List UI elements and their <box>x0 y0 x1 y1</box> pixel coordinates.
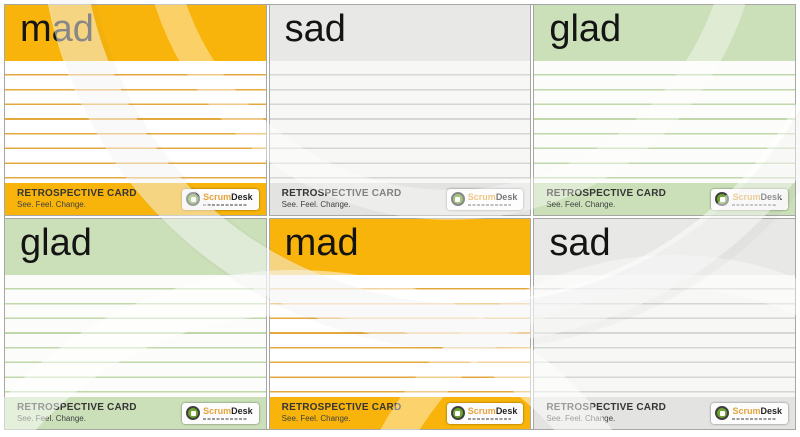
logo-text-desk: Desk <box>495 191 518 202</box>
card-footer: RETROSPECTIVE CARD See. Feel. Change. Sc… <box>5 183 266 215</box>
card-header: glad <box>534 5 795 61</box>
logo-tagline <box>467 417 512 420</box>
card-title: glad <box>20 222 92 264</box>
card-grid: mad RETROSPECTIVE CARD See. Feel. Change… <box>5 5 795 429</box>
card-ruled-area <box>534 275 795 397</box>
footer-title: RETROSPECTIVE CARD <box>281 187 402 199</box>
scrumdesk-logo-text: ScrumDesk <box>467 191 518 206</box>
scrumdesk-wordmark: ScrumDesk <box>203 405 253 416</box>
scrumdesk-logo-text: ScrumDesk <box>732 191 782 206</box>
card-ruled-area <box>534 61 795 183</box>
scrumdesk-logo: ScrumDesk <box>182 402 259 424</box>
retro-card: glad RETROSPECTIVE CARD See. Feel. Chang… <box>534 5 795 215</box>
footer-subtitle: See. Feel. Change. <box>17 200 86 210</box>
logo-text-scrum: Scrum <box>203 191 232 202</box>
scrumdesk-icon-square <box>719 410 725 416</box>
scrumdesk-wordmark: ScrumDesk <box>467 405 518 416</box>
retro-card: sad RETROSPECTIVE CARD See. Feel. Change… <box>269 5 531 215</box>
footer-title: RETROSPECTIVE CARD <box>546 401 667 413</box>
logo-text-desk: Desk <box>760 405 782 416</box>
scrumdesk-wordmark: ScrumDesk <box>732 405 782 416</box>
card-ruled-area <box>5 61 266 183</box>
footer-subtitle: See. Feel. Change. <box>281 414 351 424</box>
scrumdesk-circle-icon <box>450 192 465 206</box>
footer-subtitle: See. Feel. Change. <box>546 200 616 210</box>
card-footer-text: RETROSPECTIVE CARD See. Feel. Change. <box>546 402 666 424</box>
logo-tagline <box>732 203 777 206</box>
card-footer-text: RETROSPECTIVE CARD See. Feel. Change. <box>282 402 402 424</box>
card-title: sad <box>549 222 611 264</box>
scrumdesk-logo-text: ScrumDesk <box>203 191 253 206</box>
logo-text-desk: Desk <box>495 405 518 416</box>
footer-subtitle: See. Feel. Change. <box>546 414 616 424</box>
card-footer-text: RETROSPECTIVE CARD See. Feel. Change. <box>546 188 666 210</box>
card-title: mad <box>20 8 94 50</box>
scrumdesk-icon-square <box>190 410 196 416</box>
scrumdesk-logo: ScrumDesk <box>711 402 788 424</box>
footer-title: RETROSPECTIVE CARD <box>546 187 667 199</box>
logo-text-scrum: Scrum <box>732 405 761 416</box>
logo-text-desk: Desk <box>760 191 782 202</box>
scrumdesk-logo-text: ScrumDesk <box>467 405 518 420</box>
logo-text-desk: Desk <box>231 191 253 202</box>
logo-tagline <box>467 203 512 206</box>
retro-card: glad RETROSPECTIVE CARD See. Feel. Chang… <box>5 219 266 429</box>
card-ruled-area <box>269 275 531 397</box>
card-footer: RETROSPECTIVE CARD See. Feel. Change. Sc… <box>534 397 795 429</box>
scrumdesk-logo: ScrumDesk <box>446 402 524 424</box>
scrumdesk-logo: ScrumDesk <box>711 188 788 210</box>
card-header: mad <box>269 219 531 275</box>
card-title: sad <box>284 8 346 50</box>
logo-text-scrum: Scrum <box>732 191 761 202</box>
footer-subtitle: See. Feel. Change. <box>17 414 86 424</box>
logo-tagline <box>203 203 247 206</box>
scrumdesk-circle-icon <box>450 406 465 420</box>
card-ruled-area <box>5 275 266 397</box>
scrumdesk-icon-square <box>455 410 461 416</box>
card-title: mad <box>284 222 359 264</box>
retro-card: mad RETROSPECTIVE CARD See. Feel. Change… <box>269 219 531 429</box>
scrumdesk-logo: ScrumDesk <box>446 188 524 210</box>
scrumdesk-circle-icon <box>186 406 201 420</box>
scrumdesk-icon-square <box>719 196 725 202</box>
retro-card: sad RETROSPECTIVE CARD See. Feel. Change… <box>534 219 795 429</box>
logo-text-scrum: Scrum <box>203 405 232 416</box>
scrumdesk-wordmark: ScrumDesk <box>732 191 782 202</box>
logo-text-scrum: Scrum <box>467 191 496 202</box>
card-ruled-area <box>269 61 531 183</box>
card-header: mad <box>5 5 266 61</box>
sheet-frame: mad RETROSPECTIVE CARD See. Feel. Change… <box>4 4 796 430</box>
footer-title: RETROSPECTIVE CARD <box>17 187 137 199</box>
scrumdesk-logo: ScrumDesk <box>182 188 259 210</box>
card-header: sad <box>269 5 531 61</box>
card-header: sad <box>534 219 795 275</box>
scrumdesk-wordmark: ScrumDesk <box>467 191 518 202</box>
card-footer: RETROSPECTIVE CARD See. Feel. Change. Sc… <box>269 183 531 215</box>
footer-title: RETROSPECTIVE CARD <box>17 401 137 413</box>
scrumdesk-circle-icon <box>715 192 730 206</box>
logo-text-desk: Desk <box>231 405 253 416</box>
card-footer-text: RETROSPECTIVE CARD See. Feel. Change. <box>282 188 402 210</box>
scrumdesk-circle-icon <box>186 192 201 206</box>
card-footer-text: RETROSPECTIVE CARD See. Feel. Change. <box>17 188 137 210</box>
footer-title: RETROSPECTIVE CARD <box>281 401 402 413</box>
scrumdesk-circle-icon <box>715 406 730 420</box>
footer-subtitle: See. Feel. Change. <box>281 200 351 210</box>
scrumdesk-icon-square <box>190 196 196 202</box>
scrumdesk-logo-text: ScrumDesk <box>203 405 253 420</box>
scrumdesk-logo-text: ScrumDesk <box>732 405 782 420</box>
logo-text-scrum: Scrum <box>467 405 496 416</box>
retro-card: mad RETROSPECTIVE CARD See. Feel. Change… <box>5 5 266 215</box>
scrumdesk-icon-square <box>455 196 461 202</box>
card-title: glad <box>549 8 622 50</box>
card-header: glad <box>5 219 266 275</box>
card-footer-text: RETROSPECTIVE CARD See. Feel. Change. <box>17 402 137 424</box>
logo-tagline <box>732 417 777 420</box>
logo-tagline <box>203 417 247 420</box>
card-footer: RETROSPECTIVE CARD See. Feel. Change. Sc… <box>534 183 795 215</box>
card-footer: RETROSPECTIVE CARD See. Feel. Change. Sc… <box>5 397 266 429</box>
scrumdesk-wordmark: ScrumDesk <box>203 191 253 202</box>
card-footer: RETROSPECTIVE CARD See. Feel. Change. Sc… <box>269 397 531 429</box>
